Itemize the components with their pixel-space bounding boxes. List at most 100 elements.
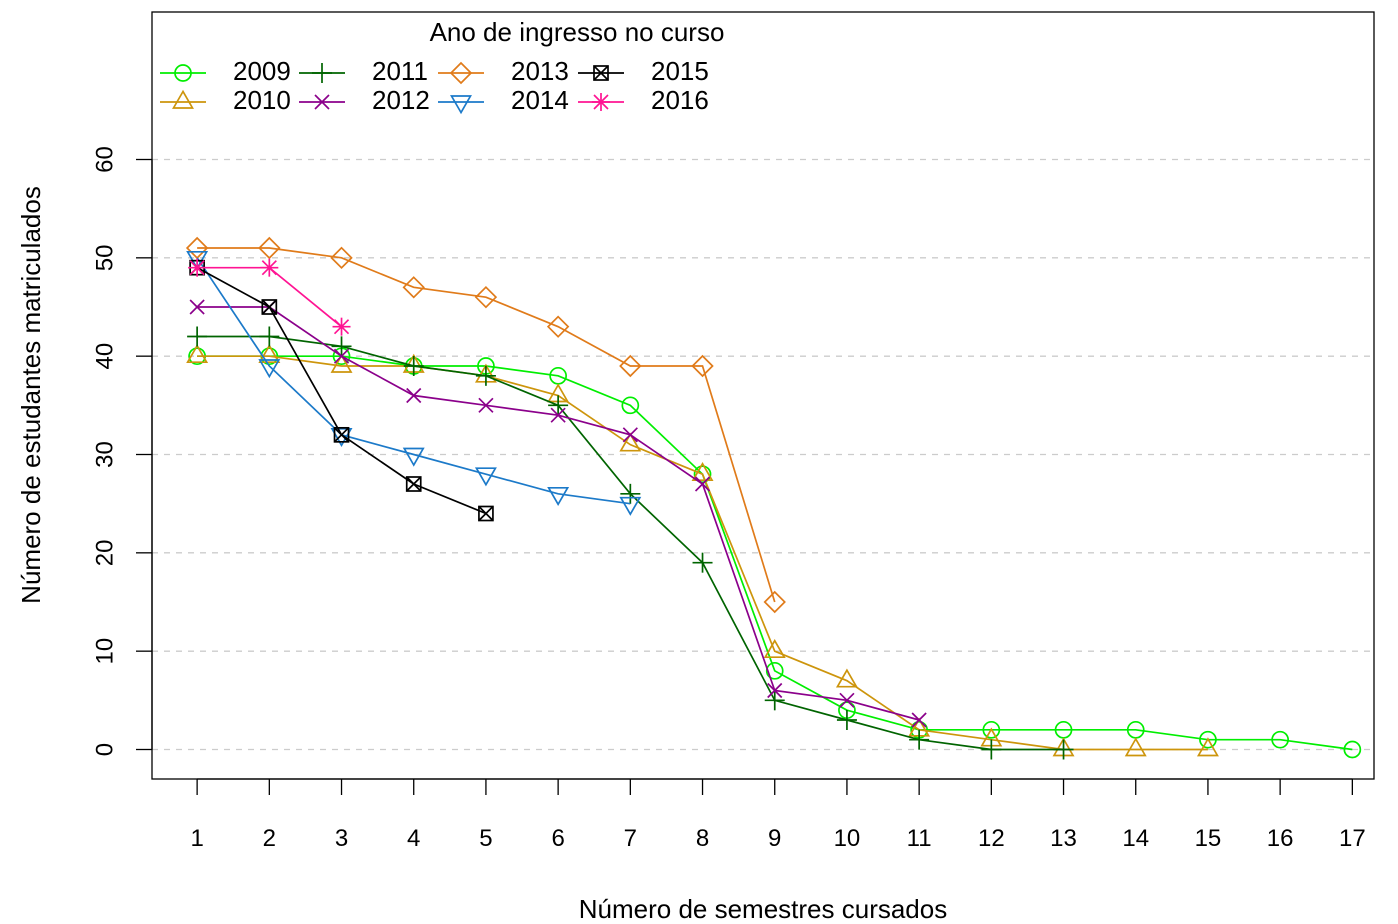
- data-point: [259, 326, 280, 347]
- legend-label: 2016: [651, 85, 709, 115]
- x-tick-label: 3: [335, 825, 348, 852]
- legend-item-2012: 2012: [299, 85, 430, 115]
- legend-marker: [593, 65, 609, 81]
- legend-label: 2014: [511, 85, 569, 115]
- data-point: [189, 299, 205, 315]
- legend-label: 2009: [233, 56, 291, 86]
- x-tick-label: 11: [907, 825, 932, 852]
- data-point: [186, 343, 209, 364]
- y-axis-title: Número de estudantes matriculados: [16, 186, 46, 604]
- series-line: [197, 355, 1208, 751]
- x-tick-label: 2: [263, 825, 276, 852]
- data-point: [330, 246, 353, 270]
- data-point: [763, 638, 786, 659]
- x-tick-label: 14: [1122, 825, 1149, 852]
- data-point: [258, 236, 281, 260]
- data-point: [911, 712, 927, 728]
- x-tick-label: 15: [1195, 825, 1222, 852]
- legend-marker: [314, 94, 330, 110]
- data-point: [1124, 737, 1147, 757]
- gridlines: [152, 158, 1374, 751]
- data-point: [763, 590, 786, 614]
- legend-item-2009: 2009: [160, 56, 291, 86]
- data-point: [333, 426, 350, 443]
- data-point: [1271, 730, 1289, 749]
- data-point: [475, 365, 496, 386]
- series-2012: [189, 299, 927, 728]
- x-tick-label: 16: [1267, 825, 1294, 852]
- series-2016: [188, 258, 351, 336]
- legend-label: 2015: [651, 56, 709, 86]
- data-point: [619, 432, 642, 452]
- x-axis-title: Número de semestres cursados: [579, 894, 947, 924]
- data-point: [619, 496, 642, 516]
- data-point: [333, 348, 350, 364]
- data-point: [188, 258, 207, 277]
- series-line: [197, 355, 1353, 751]
- data-point: [764, 690, 785, 711]
- legend-item-2011: 2011: [299, 56, 428, 86]
- legend-marker: [172, 89, 194, 109]
- data-point: [406, 387, 422, 404]
- data-point: [839, 692, 855, 708]
- legend-item-2013: 2013: [438, 56, 569, 86]
- series-layer: [185, 236, 1362, 760]
- data-point: [620, 483, 641, 504]
- data-point: [474, 285, 498, 309]
- legend-title: Ano de ingresso no curso: [430, 17, 725, 47]
- data-point: [550, 407, 566, 423]
- y-tick-label: 40: [91, 343, 118, 370]
- data-point: [331, 336, 352, 357]
- series-2014: [186, 250, 642, 516]
- x-tick-label: 12: [978, 825, 1005, 852]
- y-tick-label: 50: [91, 244, 118, 271]
- data-point: [692, 552, 713, 573]
- data-point: [478, 505, 494, 522]
- legend-label: 2012: [372, 85, 430, 115]
- data-point: [1343, 740, 1362, 759]
- x-tick-label: 6: [551, 825, 564, 852]
- data-point: [258, 343, 281, 364]
- series-2010: [186, 343, 1219, 757]
- y-tick-label: 20: [91, 539, 118, 566]
- y-tick-label: 60: [91, 146, 118, 173]
- legend-item-2014: 2014: [438, 85, 569, 115]
- series-2013: [185, 236, 786, 614]
- legend-label: 2013: [511, 56, 569, 86]
- x-tick-label: 5: [479, 825, 492, 852]
- series-line: [196, 257, 631, 505]
- data-point: [1196, 737, 1219, 757]
- legend-marker: [450, 95, 472, 115]
- legend-label: 2010: [233, 85, 291, 115]
- data-point: [546, 315, 570, 338]
- x-tick-label: 7: [624, 825, 637, 852]
- y-tick-label: 0: [91, 743, 118, 756]
- data-point: [474, 467, 497, 487]
- data-point: [765, 661, 784, 680]
- data-point: [691, 461, 714, 482]
- data-point: [909, 729, 930, 750]
- x-tick-label: 10: [834, 825, 861, 852]
- series-2015: [189, 259, 494, 522]
- data-point: [260, 258, 279, 277]
- legend-marker: [592, 93, 610, 111]
- data-point: [402, 447, 425, 467]
- legend-marker: [174, 64, 192, 82]
- x-tick-label: 13: [1050, 825, 1077, 852]
- data-point: [403, 356, 424, 376]
- data-point: [836, 710, 857, 730]
- series-line: [197, 306, 920, 721]
- data-point: [402, 276, 425, 299]
- data-point: [478, 397, 494, 413]
- data-point: [982, 720, 1001, 739]
- data-point: [621, 396, 640, 415]
- series-2011: [187, 326, 1074, 760]
- data-point: [330, 353, 353, 373]
- legend-marker: [449, 61, 473, 85]
- y-tick-label: 30: [91, 441, 118, 468]
- data-point: [547, 486, 570, 507]
- series-line: [197, 335, 1064, 751]
